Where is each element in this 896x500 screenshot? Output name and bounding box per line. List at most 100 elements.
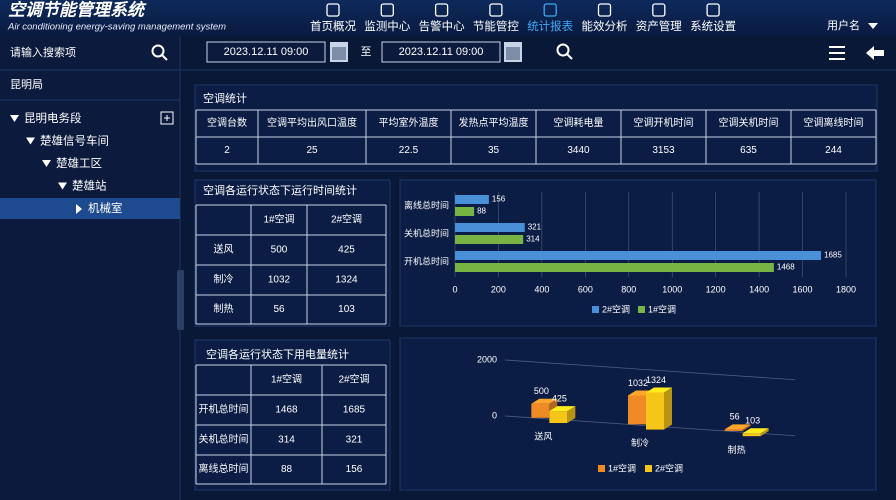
data-label: 56 [730,412,740,422]
bar [455,235,524,244]
tree-toggle [42,160,51,167]
end-date-input[interactable] [381,41,501,63]
table-cell: 开机总时间 [199,403,249,416]
x-tick-label: 800 [621,284,636,294]
start-date-input[interactable] [206,41,326,63]
bar-front [549,411,568,424]
nav-icon [434,3,449,17]
nav-item[interactable]: 告警中心 [419,19,465,33]
x-tick-label: 1800 [836,284,856,294]
table-cell: 2#空调 [331,213,362,226]
bar-3d [646,387,672,430]
back-button[interactable] [866,46,884,60]
bar [455,207,475,216]
table-cell: 314 [278,435,295,446]
bar-3d [742,428,769,437]
bar-top [646,387,672,393]
nav-icon [652,3,666,17]
tree-node[interactable]: 昆明电务段 [24,111,82,125]
tree-node[interactable]: 机械室 [88,201,123,215]
bar-side [664,387,672,430]
bar-top [742,428,769,434]
grid-line [504,359,796,381]
table-cell: 35 [488,145,500,156]
table-cell: 1032 [268,275,291,286]
nav-item[interactable]: 资产管理 [636,19,682,33]
tree-toggle [76,204,82,214]
tree-toggle [10,115,19,122]
legend-label: 1#空调 [648,303,676,314]
table-cell: 1685 [343,405,366,416]
data-label: 88 [477,207,486,216]
user-name[interactable]: 用户名 [827,18,860,32]
y-tick-label: 离线总时间 [404,199,449,210]
collapse-tab[interactable] [177,270,184,330]
panel-title: 空调统计 [203,91,247,105]
nav-item[interactable]: 系统设置 [690,20,736,33]
table-cell: 1#空调 [263,213,294,226]
list-button[interactable] [829,46,845,60]
search-input[interactable]: 请输入搜索项 [10,45,76,59]
x-tick-label: 600 [578,284,593,294]
bar-front [724,429,743,431]
data-label: 314 [526,235,540,244]
table-cell: 制冷 [214,273,234,286]
tree-node[interactable]: 楚雄信号车间 [40,134,109,148]
table-cell: 321 [346,435,363,446]
org-root[interactable]: 昆明局 [10,78,43,91]
legend-label: 2#空调 [655,462,683,473]
bar-top [724,424,751,430]
nav-item[interactable]: 首页概况 [310,19,356,33]
legend-swatch [638,306,645,313]
nav-item[interactable]: 监测中心 [364,20,410,33]
data-label: 156 [492,195,506,204]
table-cell: 3440 [567,145,590,156]
bar-front [646,392,664,430]
x-tick-label: 制冷 [631,437,649,448]
x-tick-label: 制热 [728,444,746,455]
table-cell: 离线总时间 [199,462,249,475]
tree-toggle [58,182,67,190]
calendar-icon[interactable] [330,42,348,62]
bar [455,195,489,204]
data-label: 425 [552,393,567,403]
table-cell: 空调开机时间 [634,116,694,129]
data-label: 1032 [628,378,648,388]
runtime-panel [194,179,391,327]
y-tick-label: 关机总时间 [404,227,449,238]
table-cell: 103 [338,304,355,315]
x-tick-label: 1600 [793,284,813,294]
data-label: 500 [534,386,549,396]
tree-node[interactable]: 楚雄工区 [56,156,102,170]
nav-icon [380,3,394,17]
bar-3d [724,424,751,431]
nav-icon [543,3,557,17]
nav-item[interactable]: 能效分析 [582,19,628,33]
bar-front [628,395,646,425]
calendar-icon[interactable] [504,42,522,62]
table-cell: 关机总时间 [199,433,249,446]
table-cell: 2#空调 [338,373,369,386]
search-icon[interactable] [151,44,168,61]
nav-icon [326,3,340,17]
panel-title: 空调各运行状态下运行时间统计 [203,183,357,197]
nav-item[interactable]: 节能管控 [473,19,519,33]
nav-item[interactable]: 统计报表 [527,19,573,33]
data-label: 1685 [824,251,842,260]
table-cell: 22.5 [399,145,419,156]
table-cell: 3153 [652,145,675,156]
nav-icon [597,3,612,17]
expand-all[interactable] [160,111,174,125]
tree-toggle [26,137,35,145]
x-tick-label: 1000 [662,284,682,294]
table-cell: 空调耗电量 [554,116,604,129]
query-button[interactable] [556,43,573,60]
table-cell: 空调离线时间 [804,116,864,129]
user-dropdown[interactable] [868,23,878,29]
legend-swatch [645,465,652,472]
table-cell: 1468 [275,405,298,416]
table-cell: 平均室外温度 [379,116,439,129]
tree-node[interactable]: 楚雄站 [72,179,107,193]
nav-icon [489,3,503,17]
end-date: 2023.12.11 09:00 [399,46,484,58]
